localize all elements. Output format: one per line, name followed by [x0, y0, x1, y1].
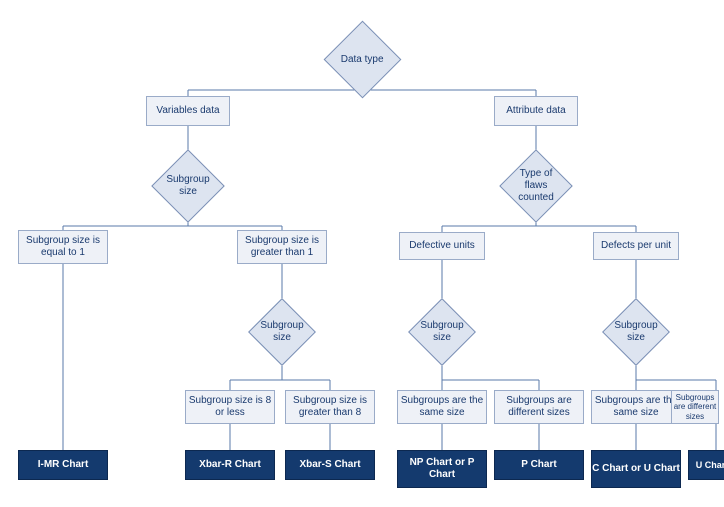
node-label: Defects per unit	[601, 240, 671, 252]
node-label: Variables data	[156, 105, 219, 117]
node-defects-per-unit: Defects per unit	[593, 232, 679, 260]
node-flaws-type: Type of flaws counted	[499, 149, 573, 223]
node-label: Subgroup size	[419, 320, 465, 344]
node-label: U Chart	[696, 460, 724, 471]
terminal-np-p-chart: NP Chart or P Chart	[397, 450, 487, 488]
node-label: Subgroups are different sizes	[495, 395, 583, 419]
terminal-xbar-s-chart: Xbar-S Chart	[285, 450, 375, 480]
terminal-u-chart: U Chart	[688, 450, 724, 480]
node-sg-same-1: Subgroups are the same size	[397, 390, 487, 424]
node-sg-gt-1: Subgroup size is greater than 1	[237, 230, 327, 264]
node-label: P Chart	[521, 459, 556, 471]
node-label: Subgroups are the same size	[592, 395, 680, 419]
node-variables-data: Variables data	[146, 96, 230, 126]
node-sg-eq-1: Subgroup size is equal to 1	[18, 230, 108, 264]
terminal-xbar-r-chart: Xbar-R Chart	[185, 450, 275, 480]
node-label: Subgroup size	[613, 320, 659, 344]
node-subgroup-size-2: Subgroup size	[248, 298, 316, 366]
node-label: Attribute data	[506, 105, 565, 117]
node-label: Xbar-S Chart	[299, 459, 360, 471]
node-label: Subgroup size is 8 or less	[186, 395, 274, 419]
node-subgroup-size-3: Subgroup size	[408, 298, 476, 366]
node-label: C Chart or U Chart	[592, 463, 680, 475]
node-sg-same-2: Subgroups are the same size	[591, 390, 681, 424]
node-label: Type of flaws counted	[511, 168, 561, 204]
node-label: Subgroup size	[259, 320, 305, 344]
terminal-imr-chart: I-MR Chart	[18, 450, 108, 480]
node-subgroup-size-4: Subgroup size	[602, 298, 670, 366]
node-sg-gt-8: Subgroup size is greater than 8	[285, 390, 375, 424]
node-attribute-data: Attribute data	[494, 96, 578, 126]
node-label: Data type	[336, 54, 389, 66]
node-label: Subgroup size is greater than 1	[238, 235, 326, 259]
node-sg-le-8: Subgroup size is 8 or less	[185, 390, 275, 424]
terminal-p-chart: P Chart	[494, 450, 584, 480]
node-label: Subgroup size is equal to 1	[19, 235, 107, 259]
node-sg-diff-2: Subgroups are different sizes	[671, 390, 719, 424]
node-label: Xbar-R Chart	[199, 459, 261, 471]
node-label: I-MR Chart	[38, 459, 89, 471]
node-label: Subgroup size is greater than 8	[286, 395, 374, 419]
node-label: NP Chart or P Chart	[398, 457, 486, 481]
node-data-type: Data type	[324, 21, 402, 99]
node-subgroup-size-1: Subgroup size	[151, 149, 225, 223]
node-label: Subgroups are different sizes	[672, 393, 718, 422]
terminal-c-u-chart: C Chart or U Chart	[591, 450, 681, 488]
node-defective-units: Defective units	[399, 232, 485, 260]
node-label: Subgroup size	[163, 174, 213, 198]
node-sg-diff-1: Subgroups are different sizes	[494, 390, 584, 424]
node-label: Subgroups are the same size	[398, 395, 486, 419]
node-label: Defective units	[409, 240, 475, 252]
